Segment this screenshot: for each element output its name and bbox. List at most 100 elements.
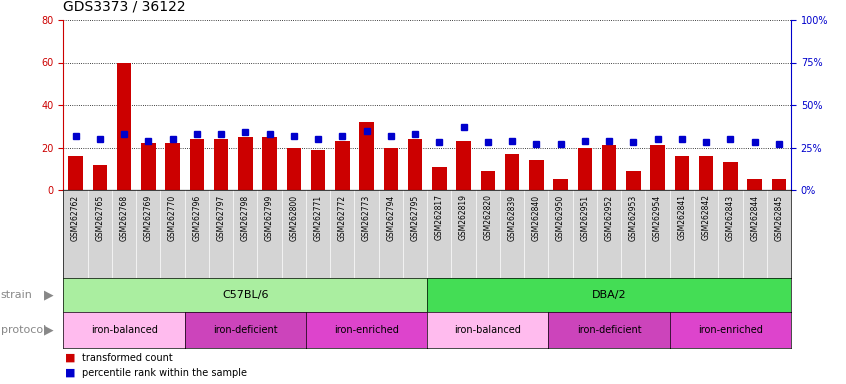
Text: GSM262798: GSM262798 (241, 194, 250, 240)
Bar (452, 190, 475, 278)
Bar (529, 160, 544, 190)
Text: GSM262844: GSM262844 (750, 194, 759, 240)
Text: GSM262951: GSM262951 (580, 194, 590, 240)
Bar (432, 167, 447, 190)
Bar (209, 190, 233, 278)
Bar (475, 190, 500, 278)
Text: GSM262845: GSM262845 (774, 194, 783, 240)
Bar (597, 190, 621, 278)
Bar (747, 179, 762, 190)
Bar (306, 190, 330, 278)
Text: GSM262817: GSM262817 (435, 194, 444, 240)
Bar (427, 190, 452, 278)
Bar (500, 190, 525, 278)
Text: GSM262953: GSM262953 (629, 194, 638, 241)
Bar (69, 156, 83, 190)
Text: GSM262770: GSM262770 (168, 194, 177, 241)
Text: GSM262794: GSM262794 (387, 194, 395, 241)
Bar (190, 139, 204, 190)
Text: GSM262839: GSM262839 (508, 194, 517, 240)
Text: GSM262769: GSM262769 (144, 194, 153, 241)
Text: percentile rank within the sample: percentile rank within the sample (82, 368, 247, 378)
Text: GSM262765: GSM262765 (96, 194, 104, 241)
Text: GSM262799: GSM262799 (265, 194, 274, 241)
Text: GSM262773: GSM262773 (362, 194, 371, 241)
Text: iron-enriched: iron-enriched (334, 325, 399, 335)
Text: GSM262762: GSM262762 (71, 194, 80, 240)
Bar (282, 190, 306, 278)
Bar (360, 122, 374, 190)
Bar (699, 156, 713, 190)
Bar (141, 143, 156, 190)
Text: GSM262797: GSM262797 (217, 194, 226, 241)
Bar (481, 171, 495, 190)
Bar (674, 156, 689, 190)
Bar (63, 190, 88, 278)
Bar (548, 190, 573, 278)
Bar (772, 179, 786, 190)
Bar (112, 190, 136, 278)
Bar (257, 190, 282, 278)
Text: GSM262954: GSM262954 (653, 194, 662, 241)
Text: GSM262796: GSM262796 (192, 194, 201, 241)
Bar (161, 190, 184, 278)
Bar (165, 143, 180, 190)
Text: iron-deficient: iron-deficient (213, 325, 277, 335)
Text: GSM262841: GSM262841 (678, 194, 686, 240)
Bar (694, 190, 718, 278)
Bar (379, 190, 403, 278)
Text: iron-balanced: iron-balanced (91, 325, 157, 335)
Text: protocol: protocol (1, 325, 46, 335)
Text: GSM262820: GSM262820 (483, 194, 492, 240)
Bar (621, 190, 645, 278)
Bar (626, 171, 640, 190)
Text: GSM262842: GSM262842 (701, 194, 711, 240)
Text: iron-deficient: iron-deficient (577, 325, 641, 335)
Bar (573, 190, 597, 278)
Bar (505, 154, 519, 190)
Bar (743, 190, 766, 278)
Bar (184, 190, 209, 278)
Text: ▶: ▶ (44, 323, 54, 336)
Text: GSM262772: GSM262772 (338, 194, 347, 240)
Text: C57BL/6: C57BL/6 (222, 290, 268, 300)
Bar (335, 141, 349, 190)
Text: GSM262771: GSM262771 (314, 194, 322, 240)
Bar (287, 147, 301, 190)
Text: GSM262952: GSM262952 (605, 194, 613, 240)
Bar (310, 150, 326, 190)
Bar (238, 137, 253, 190)
Bar (651, 146, 665, 190)
Bar (766, 190, 791, 278)
Bar (578, 147, 592, 190)
Text: ▶: ▶ (44, 288, 54, 301)
Bar (408, 139, 422, 190)
Bar (136, 190, 161, 278)
Bar (602, 146, 617, 190)
Text: ■: ■ (65, 353, 75, 362)
Bar (262, 137, 277, 190)
Bar (354, 190, 379, 278)
Bar (525, 190, 548, 278)
Text: strain: strain (1, 290, 33, 300)
Text: GSM262800: GSM262800 (289, 194, 299, 240)
Bar (670, 190, 694, 278)
Text: iron-enriched: iron-enriched (698, 325, 763, 335)
Bar (553, 179, 568, 190)
Bar (403, 190, 427, 278)
Text: GDS3373 / 36122: GDS3373 / 36122 (63, 0, 186, 13)
Bar (383, 147, 398, 190)
Bar (92, 164, 107, 190)
Text: GSM262795: GSM262795 (410, 194, 420, 241)
Bar (233, 190, 257, 278)
Bar (723, 162, 738, 190)
Text: GSM262840: GSM262840 (532, 194, 541, 240)
Bar (645, 190, 670, 278)
Text: iron-balanced: iron-balanced (454, 325, 521, 335)
Bar (117, 63, 131, 190)
Bar (456, 141, 471, 190)
Bar (718, 190, 743, 278)
Text: GSM262768: GSM262768 (119, 194, 129, 240)
Bar (330, 190, 354, 278)
Text: GSM262819: GSM262819 (459, 194, 468, 240)
